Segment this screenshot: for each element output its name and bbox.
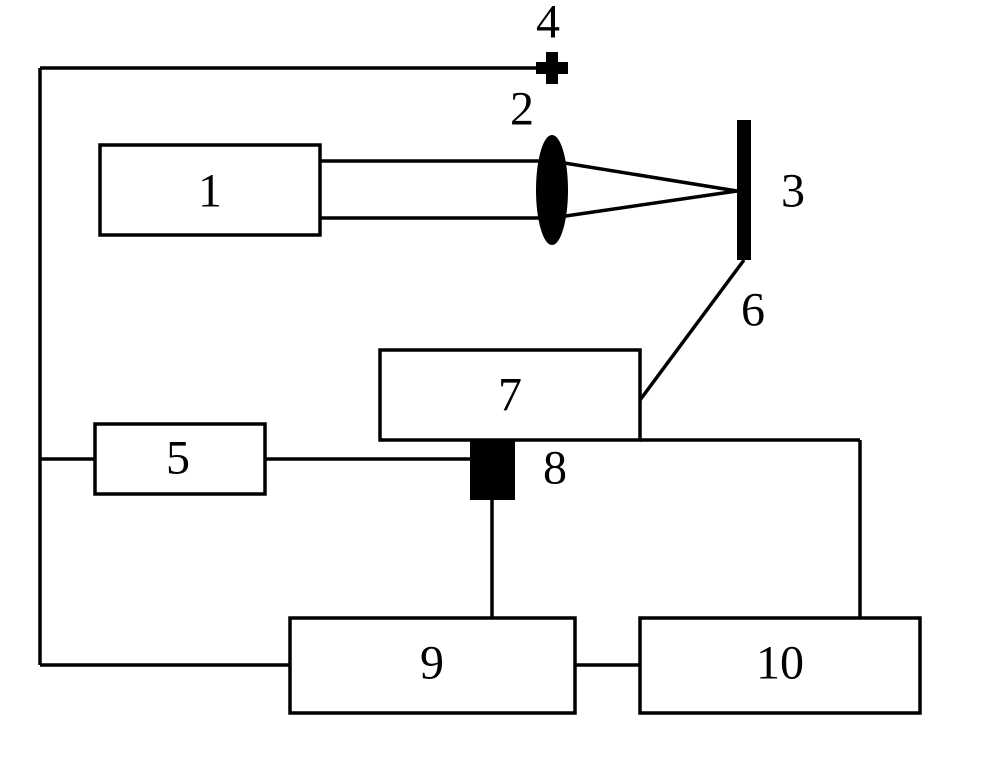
label-l9: 9 bbox=[420, 636, 444, 691]
diagram-stage: 1 2 3 4 5 6 78 9 10 bbox=[0, 0, 1000, 783]
line-to7 bbox=[640, 260, 744, 400]
solid-block-icon bbox=[470, 440, 515, 500]
target-bar-icon bbox=[737, 120, 751, 260]
label-l6: 6 bbox=[741, 283, 765, 338]
label-l8: 8 bbox=[543, 441, 567, 496]
line-focus_bot bbox=[552, 191, 737, 218]
label-l7: 7 bbox=[498, 368, 522, 423]
lens-icon bbox=[536, 135, 568, 245]
line-focus_top bbox=[552, 161, 737, 191]
label-l2: 2 bbox=[510, 82, 534, 137]
label-l10: 10 bbox=[756, 636, 804, 691]
label-l5: 5 bbox=[166, 431, 190, 486]
cross-marker-icon bbox=[536, 52, 568, 84]
label-l4: 4 bbox=[536, 0, 560, 50]
label-l3: 3 bbox=[781, 164, 805, 219]
label-l1: 1 bbox=[198, 164, 222, 219]
